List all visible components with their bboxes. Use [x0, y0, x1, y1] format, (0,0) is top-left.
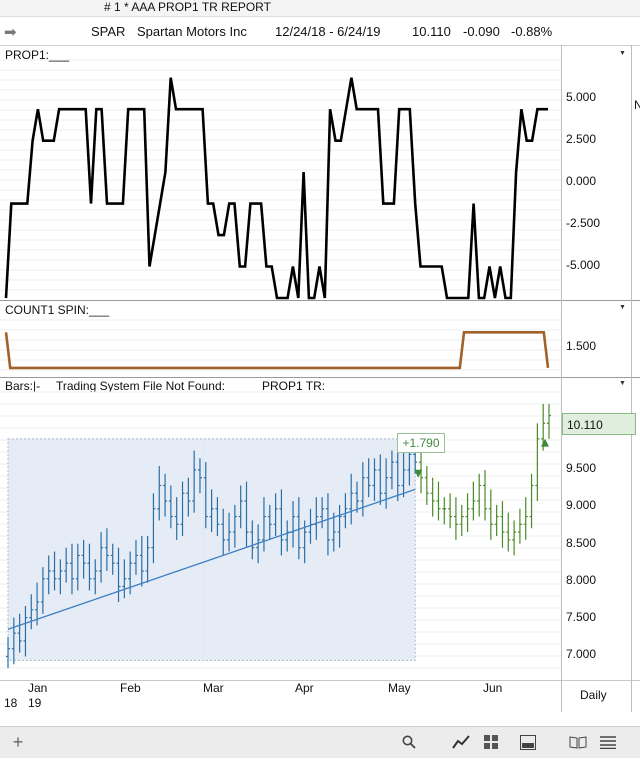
- pane-menu-icon[interactable]: ▼: [619, 50, 626, 57]
- price-y-tick: 9.500: [566, 461, 597, 475]
- x-tick-label: Jan: [28, 681, 48, 695]
- chart-canvas[interactable]: [0, 45, 561, 680]
- prop1-label: PROP1:___: [5, 48, 70, 62]
- count-label: COUNT1 SPIN:___: [5, 303, 110, 317]
- window-title: # 1 * AAA PROP1 TR REPORT: [104, 0, 271, 14]
- date-range: 12/24/18 - 6/24/19: [275, 24, 381, 39]
- symbol: SPAR: [91, 24, 126, 39]
- sell-arrow-icon: [414, 469, 423, 478]
- x-tick-label: Feb: [120, 681, 141, 695]
- quote-header: ➡ SPAR Spartan Motors Inc 12/24/18 - 6/2…: [0, 17, 640, 46]
- year-label: 18: [4, 696, 18, 710]
- regression-line: [7, 488, 416, 630]
- year-label: 19: [28, 696, 42, 710]
- x-tick-label: May: [388, 681, 411, 695]
- prop1-y-tick: 5.000: [566, 90, 597, 104]
- net-change: -0.090: [463, 24, 500, 39]
- count-line: [4, 331, 550, 370]
- pane-divider[interactable]: [0, 377, 640, 378]
- prop1-y-tick: 2.500: [566, 132, 597, 146]
- pane-divider[interactable]: [0, 300, 640, 301]
- price-y-tick: 9.000: [566, 498, 597, 512]
- company-name: Spartan Motors Inc: [137, 24, 247, 39]
- count-y-tick: 1.500: [566, 339, 597, 353]
- right-panel-divider: [631, 45, 632, 712]
- bars-label: Bars:|-: [5, 379, 41, 393]
- line-chart-icon[interactable]: [452, 734, 470, 750]
- prop1-y-tick: -2.500: [566, 216, 601, 230]
- right-arrow-icon[interactable]: ➡: [4, 24, 17, 41]
- selection-gain-label: +1.790: [397, 433, 445, 453]
- menu-icon[interactable]: [600, 736, 616, 749]
- prop1-y-tick: -5.000: [566, 258, 601, 272]
- price-y-tick: 7.500: [566, 610, 597, 624]
- x-tick-label: Apr: [295, 681, 314, 695]
- panel-icon[interactable]: [520, 735, 536, 750]
- grid-icon[interactable]: [484, 735, 499, 750]
- percent-change: -0.88%: [511, 24, 553, 39]
- trading-system-label: Trading System File Not Found:___: [56, 379, 245, 393]
- x-tick-label: Jun: [483, 681, 503, 695]
- bottom-toolbar: +: [0, 726, 640, 758]
- prop1-y-tick: 0.000: [566, 174, 597, 188]
- price-y-tick: 8.500: [566, 536, 597, 550]
- period-selector[interactable]: Daily: [580, 688, 607, 702]
- y-axis-divider: [561, 45, 562, 712]
- buy-arrow-icon: [541, 438, 549, 447]
- pane-menu-icon[interactable]: ▼: [619, 380, 626, 387]
- prop1-tr-label: PROP1 TR:___: [262, 379, 346, 393]
- window-title-bar: # 1 * AAA PROP1 TR REPORT: [0, 0, 640, 17]
- plus-icon[interactable]: +: [12, 732, 24, 752]
- last-price: 10.110: [412, 24, 451, 39]
- axis-divider: [0, 680, 640, 681]
- price-y-tick: 8.000: [566, 573, 597, 587]
- search-icon[interactable]: [402, 735, 416, 749]
- book-icon[interactable]: [569, 736, 587, 749]
- prop1-line: [4, 77, 548, 300]
- price-y-tick: 7.000: [566, 647, 597, 661]
- last-price-marker: 10.110: [562, 413, 636, 435]
- pane-menu-icon[interactable]: ▼: [619, 304, 626, 311]
- right-edge-label: N: [634, 98, 640, 112]
- selection-rect: [7, 438, 416, 661]
- x-tick-label: Mar: [203, 681, 224, 695]
